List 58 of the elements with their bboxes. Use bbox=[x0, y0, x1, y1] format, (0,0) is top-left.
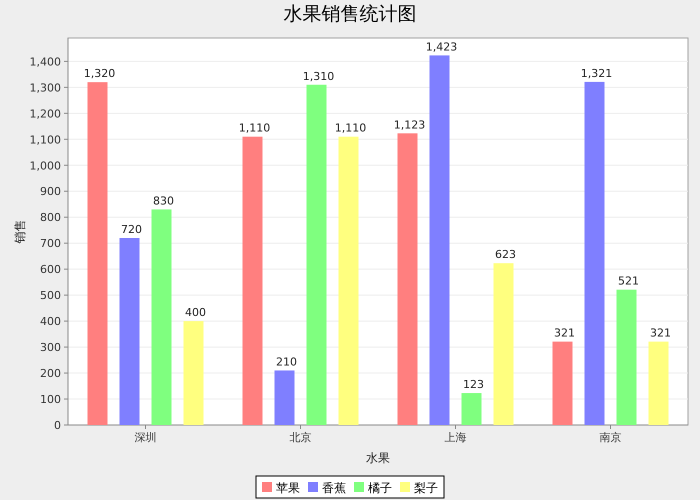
legend-label: 梨子 bbox=[414, 481, 438, 495]
legend-label: 橘子 bbox=[368, 481, 392, 495]
chart-title: 水果销售统计图 bbox=[284, 3, 416, 25]
data-label: 1,110 bbox=[334, 122, 366, 135]
y-tick-label: 1,200 bbox=[30, 107, 61, 120]
data-label: 720 bbox=[121, 222, 142, 236]
data-label: 321 bbox=[650, 326, 671, 340]
bar bbox=[306, 84, 326, 425]
data-label: 1,310 bbox=[302, 70, 334, 83]
y-tick-label: 700 bbox=[40, 237, 61, 250]
data-label: 1,423 bbox=[426, 40, 458, 54]
data-label: 1,110 bbox=[238, 122, 270, 135]
data-label: 1,320 bbox=[84, 67, 116, 80]
y-tick-label: 800 bbox=[40, 211, 61, 224]
bar bbox=[430, 55, 450, 425]
data-label: 1,321 bbox=[580, 66, 612, 80]
bar bbox=[616, 290, 636, 425]
bar bbox=[584, 82, 604, 425]
data-label: 321 bbox=[554, 326, 575, 340]
y-tick-label: 100 bbox=[40, 393, 61, 406]
data-label: 123 bbox=[463, 378, 484, 392]
bar bbox=[274, 370, 294, 425]
y-tick-label: 1,400 bbox=[30, 55, 61, 68]
legend-label: 苹果 bbox=[276, 481, 300, 495]
y-axis-title: 销售 bbox=[13, 220, 27, 244]
x-tick-label: 南京 bbox=[600, 431, 622, 444]
y-tick-label: 300 bbox=[40, 341, 61, 354]
y-tick-label: 500 bbox=[40, 289, 61, 302]
bar bbox=[88, 82, 108, 425]
bar bbox=[494, 263, 514, 425]
data-label: 830 bbox=[153, 194, 174, 208]
x-tick-label: 北京 bbox=[290, 431, 312, 444]
legend-label: 香蕉 bbox=[322, 481, 346, 495]
y-tick-label: 600 bbox=[40, 263, 61, 276]
bar bbox=[152, 209, 172, 425]
bar bbox=[648, 342, 668, 425]
y-tick-label: 1,300 bbox=[30, 81, 61, 94]
y-tick-label: 1,100 bbox=[30, 133, 61, 146]
data-label: 623 bbox=[495, 248, 516, 262]
y-tick-label: 1,000 bbox=[30, 159, 61, 172]
y-tick-label: 900 bbox=[40, 185, 61, 198]
y-tick-label: 400 bbox=[40, 315, 61, 328]
x-tick-label: 上海 bbox=[444, 431, 466, 444]
y-tick-label: 200 bbox=[40, 367, 61, 380]
bar bbox=[338, 136, 358, 425]
data-label: 521 bbox=[618, 274, 639, 288]
bar bbox=[398, 133, 418, 425]
data-label: 400 bbox=[185, 306, 206, 320]
data-label: 210 bbox=[276, 355, 297, 368]
y-tick-label: 0 bbox=[54, 419, 61, 432]
bar bbox=[184, 321, 204, 425]
bar bbox=[552, 342, 572, 425]
bar bbox=[462, 393, 482, 425]
bar bbox=[242, 136, 262, 425]
bar bbox=[120, 238, 140, 425]
x-axis-title: 水果 bbox=[366, 451, 390, 465]
x-tick-label: 深圳 bbox=[134, 431, 156, 444]
data-label: 1,123 bbox=[394, 118, 426, 132]
